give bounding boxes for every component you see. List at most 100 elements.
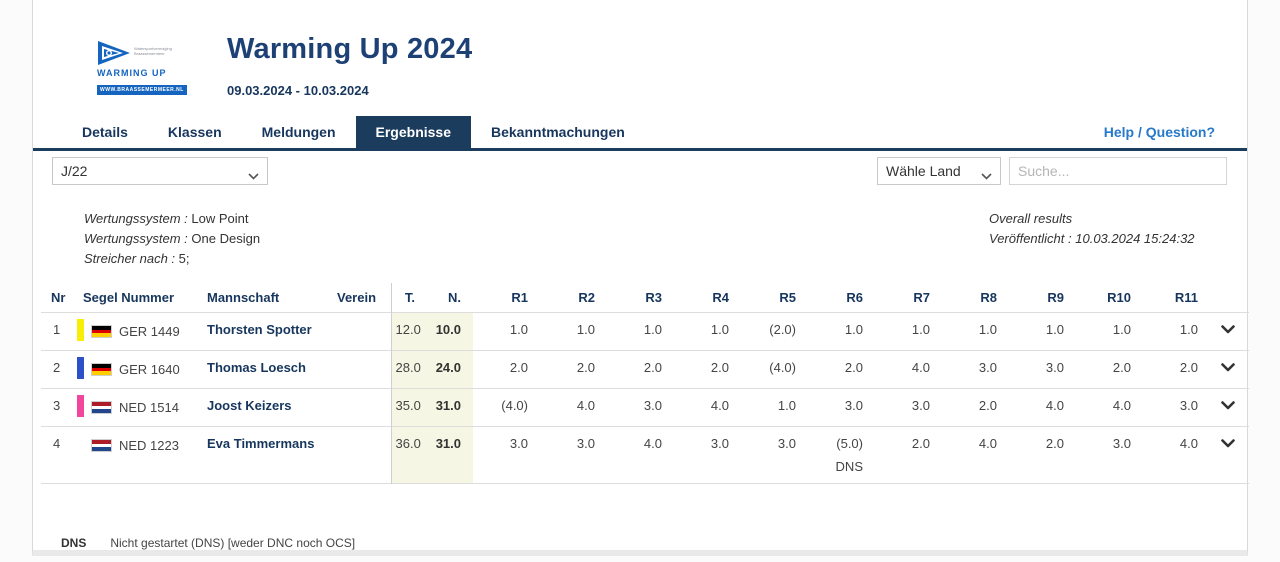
tab-bekanntmachungen[interactable]: Bekanntmachungen: [491, 124, 625, 140]
race-score-cell: 2.0: [844, 360, 863, 375]
race-score-cell: 4.0: [978, 436, 997, 451]
column-header-r7: R7: [913, 290, 930, 305]
race-score-cell: 3.0: [844, 398, 863, 413]
race-score-cell: 2.0: [710, 360, 729, 375]
table-header-row: Nr Segel Nummer Mannschaft Verein T. N. R1 R2 R3…: [41, 283, 1249, 313]
sail-number: NED 1223: [119, 438, 179, 453]
tab-meldungen[interactable]: Meldungen: [261, 124, 336, 140]
team-name-cell: Eva Timmermans: [207, 436, 315, 451]
table-row: 4 NED 1223 Eva Timmermans 36.0 31.0 3.0 3.0 4.0…: [41, 426, 1249, 484]
race-score-cell: 2.0: [978, 398, 997, 413]
filter-bar: J/22 Wähle Land: [33, 151, 1247, 185]
race-score-cell: 4.0: [710, 398, 729, 413]
race-score-cell: 1.0: [643, 322, 662, 337]
help-question-link[interactable]: Help / Question?: [1103, 124, 1215, 140]
race-score-cell: 3.0: [777, 436, 796, 451]
scoring-info-value: One Design: [191, 231, 261, 246]
table-row: 1 GER 1449 Thorsten Spotter 12.0 10.0 1.0 1.0 1…: [41, 312, 1249, 351]
page-header: Watersportvereniging Braassemermeer WARM…: [33, 0, 1247, 117]
rank-cell: 1: [53, 322, 61, 337]
publish-info: Overall results Veröffentlicht : 10.03.2…: [989, 209, 1215, 269]
race-score-cell: (4.0): [769, 360, 796, 375]
race-score-cell: 1.0: [710, 322, 729, 337]
chevron-down-icon[interactable]: [1221, 398, 1235, 413]
race-score-cell: 1.0: [777, 398, 796, 413]
scoring-info-line: Streicher nach : 5;: [84, 249, 260, 269]
race-score-cell: 4.0: [1179, 436, 1198, 451]
expand-row-cell: [1210, 427, 1249, 484]
club-cell: [333, 313, 391, 351]
net-points-cell: 31.0: [427, 388, 473, 427]
race-score-cell: 2.0: [509, 360, 528, 375]
sail-number: GER 1449: [119, 324, 180, 339]
search-input[interactable]: [1009, 157, 1227, 185]
club-cell: [333, 389, 391, 427]
net-points-cell: 24.0: [427, 350, 473, 389]
club-org-name: Watersportvereniging Braassemermeer: [134, 46, 172, 56]
sail-number: GER 1640: [119, 362, 180, 377]
sail-number: NED 1514: [119, 400, 179, 415]
tab-klassen[interactable]: Klassen: [167, 124, 222, 140]
expand-row-cell: [1210, 351, 1249, 389]
class-select[interactable]: J/22: [52, 157, 268, 185]
fleet-color-bar: [77, 433, 84, 455]
race-score-cell: 4.0: [643, 436, 662, 451]
rank-cell: 4: [53, 436, 61, 451]
page-title: Warming Up 2024: [227, 33, 473, 65]
race-score-cell: 4.0: [1112, 398, 1131, 413]
chevron-down-icon[interactable]: [1221, 360, 1235, 375]
tab-details[interactable]: Details: [82, 124, 128, 140]
club-logo: Watersportvereniging Braassemermeer WARM…: [97, 40, 187, 96]
column-header-nr: Nr: [51, 290, 66, 305]
event-dates: 09.03.2024 - 10.03.2024: [227, 83, 369, 98]
column-header-r1: R1: [511, 290, 528, 305]
tab-bar: Details Klassen Meldungen Ergebnisse Bekannt…: [33, 116, 1247, 151]
scoring-info: Wertungssystem : Low Point Wertungssystem…: [84, 209, 260, 269]
chevron-down-icon[interactable]: [1221, 322, 1235, 337]
column-header-t: T.: [390, 283, 427, 313]
race-score-cell: 4.0: [911, 360, 930, 375]
race-score-cell: (5.0) DNS: [808, 427, 875, 484]
table-row: 2 GER 1640 Thomas Loesch 28.0 24.0 2.0 2.0 2.0 2…: [41, 350, 1249, 389]
net-points-cell: 10.0: [427, 312, 473, 351]
column-header-r9: R9: [1047, 290, 1064, 305]
race-score-value: (5.0): [836, 436, 863, 451]
race-score-cell: 1.0: [1179, 322, 1198, 337]
expand-row-cell: [1210, 389, 1249, 427]
fleet-color-bar: [77, 319, 84, 341]
club-cell: [333, 351, 391, 389]
scoring-info-line: Wertungssystem : One Design: [84, 229, 260, 249]
race-score-code: DNS: [835, 459, 863, 474]
column-header-r4: R4: [712, 290, 729, 305]
column-header-mannschaft: Mannschaft: [207, 290, 280, 305]
race-score-cell: 3.0: [1045, 360, 1064, 375]
column-header-segel-nummer: Segel Nummer: [83, 290, 175, 305]
column-header-r8: R8: [980, 290, 997, 305]
scoring-info-value: 5;: [178, 251, 190, 266]
country-flag-icon: [91, 439, 112, 452]
race-score-cell: 2.0: [576, 360, 595, 375]
logo-website-url: WWW.BRAASSEMERMEER.NL: [97, 85, 187, 95]
column-header-r3: R3: [645, 290, 662, 305]
race-score-cell: 3.0: [978, 360, 997, 375]
race-score-cell: 1.0: [844, 322, 863, 337]
column-header-r10: R10: [1107, 290, 1131, 305]
chevron-down-icon[interactable]: [1221, 436, 1235, 451]
column-header-r11: R11: [1174, 290, 1198, 305]
sail-number-cell: GER 1449: [77, 313, 201, 351]
tab-ergebnisse[interactable]: Ergebnisse: [355, 116, 471, 148]
race-score-cell: 4.0: [576, 398, 595, 413]
fleet-color-bar: [77, 395, 84, 417]
race-score-cell: 2.0: [1045, 436, 1064, 451]
country-select[interactable]: Wähle Land: [877, 157, 1001, 185]
overall-results-label: Overall results: [989, 211, 1073, 226]
race-score-cell: 1.0: [1112, 322, 1131, 337]
legend-text: Nicht gestartet (DNS) [weder DNC noch OC…: [110, 536, 356, 550]
race-score-cell: 3.0: [576, 436, 595, 451]
race-score-cell: 2.0: [643, 360, 662, 375]
scoring-info-label: Wertungssystem :: [84, 231, 192, 246]
column-header-expand: [1210, 283, 1249, 313]
race-score-cell: 2.0: [1112, 360, 1131, 375]
column-header-r5: R5: [779, 290, 796, 305]
total-points-cell: 12.0: [390, 312, 427, 351]
